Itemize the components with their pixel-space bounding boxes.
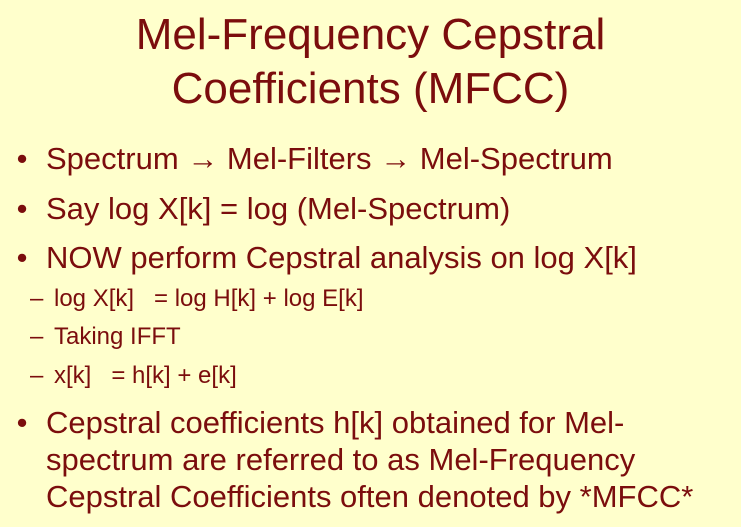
- subbullet-dash: –: [30, 362, 44, 389]
- bullet-dot: •: [16, 405, 28, 440]
- subbullet-dash: –: [30, 285, 44, 312]
- bullet-text: NOW perform Cepstral analysis on log X[k…: [46, 240, 637, 275]
- slide-title-line-2: Coefficients (MFCC): [171, 64, 570, 113]
- bullet-text: Spectrum → Mel-Filters → Mel-Spectrum: [46, 141, 613, 176]
- slide-title-line-1: Mel-Frequency Cepstral: [135, 10, 606, 59]
- subbullet-text: x[k] = h[k] + e[k]: [54, 362, 237, 389]
- bullet-dot: •: [16, 240, 28, 275]
- bullet-text-line-1: Cepstral coefficients h[k] obtained for …: [46, 405, 625, 440]
- subbullet-text: log X[k] = log H[k] + log E[k]: [54, 285, 364, 312]
- subbullet-dash: –: [30, 323, 44, 350]
- bullet-dot: •: [16, 191, 28, 226]
- bullet-text: Cepstral coefficients h[k] obtained for …: [46, 404, 741, 515]
- bullet-dot: •: [16, 141, 28, 176]
- bullet-text-line-3: Cepstral Coefficients often denoted by *…: [46, 479, 694, 514]
- slide-title: Mel-Frequency Cepstral Coefficients (MFC…: [0, 8, 741, 116]
- bullet-text: Say log X[k] = log (Mel-Spectrum): [46, 191, 511, 226]
- bullet-text-line-2: spectrum are referred to as Mel-Frequenc…: [46, 442, 636, 477]
- subbullet-text: Taking IFFT: [54, 323, 181, 350]
